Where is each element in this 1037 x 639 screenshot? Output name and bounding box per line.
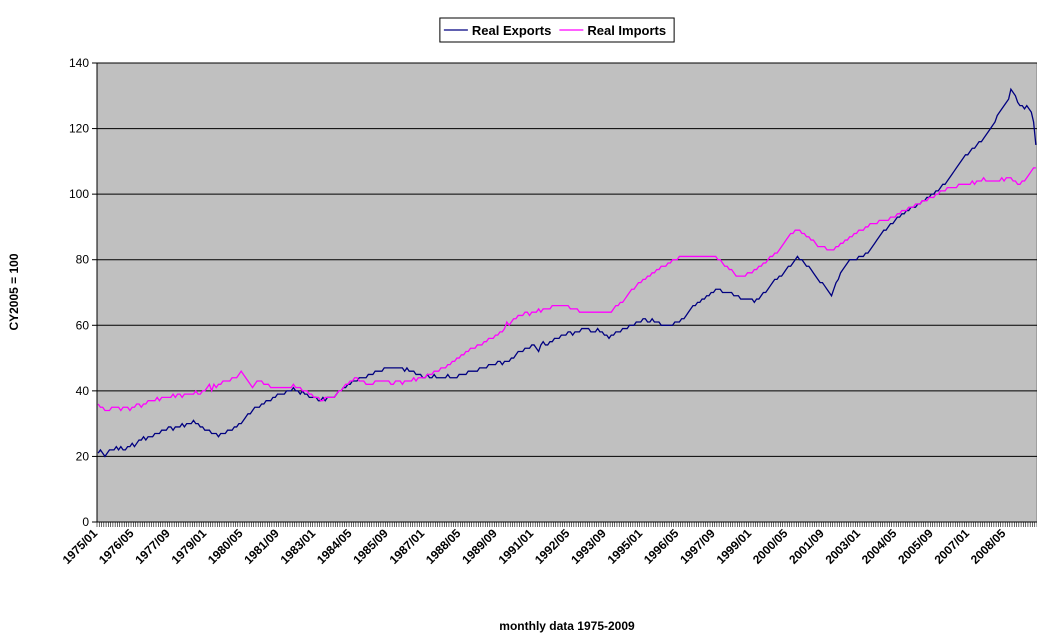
y-axis-title: CY2005 = 100 — [7, 253, 21, 330]
x-tick-label: 1983/01 — [278, 526, 319, 567]
x-tick-label: 2005/09 — [895, 526, 936, 567]
x-tick-label: 1979/01 — [169, 526, 210, 567]
x-tick-label: 1985/09 — [350, 526, 391, 567]
x-tick-label: 1997/09 — [677, 526, 718, 567]
plot-area — [96, 62, 1037, 523]
y-tick-label: 20 — [76, 449, 90, 463]
legend-box — [439, 17, 675, 43]
legend-label: Real Exports — [472, 23, 551, 38]
x-tick-label: 1999/01 — [714, 526, 755, 567]
y-tick-label: 140 — [69, 56, 89, 70]
x-tick-label: 2001/09 — [786, 526, 827, 567]
x-tick-label: 1988/05 — [423, 526, 464, 567]
x-tick-label: 2008/05 — [968, 526, 1009, 567]
series-line — [97, 167, 1036, 412]
x-tick-label: 1993/09 — [568, 526, 609, 567]
x-tick-label: 1981/09 — [241, 526, 282, 567]
x-tick-label: 2003/01 — [823, 526, 864, 567]
y-tick-label: 60 — [76, 318, 90, 332]
y-tick-label: 80 — [76, 253, 90, 267]
x-tick-label: 1989/09 — [459, 526, 500, 567]
x-tick-label: 1984/05 — [314, 526, 355, 567]
x-axis-title: monthly data 1975-2009 — [499, 619, 635, 633]
y-tick-label: 0 — [82, 515, 89, 529]
x-tick-label: 1995/01 — [605, 526, 646, 567]
x-tick-label: 1976/05 — [96, 526, 137, 567]
x-tick-label: 1991/01 — [496, 526, 537, 567]
x-tick-label: 2007/01 — [932, 526, 973, 567]
x-tick-label: 1987/01 — [387, 526, 428, 567]
x-tick-label: 1975/01 — [60, 526, 101, 567]
y-tick-label: 120 — [69, 122, 89, 136]
x-tick-label: 1980/05 — [205, 526, 246, 567]
x-tick-label: 1977/09 — [132, 526, 173, 567]
legend: Real Exports Real Imports — [439, 17, 675, 43]
x-tick-label: 1996/05 — [641, 526, 682, 567]
x-tick-label: 2000/05 — [750, 526, 791, 567]
y-tick-label: 100 — [69, 187, 89, 201]
y-tick-label: 40 — [76, 384, 90, 398]
series-line — [97, 87, 1037, 458]
legend-label: Real Imports — [587, 23, 666, 38]
x-tick-label: 2004/05 — [859, 526, 900, 567]
x-tick-label: 1992/05 — [532, 526, 573, 567]
